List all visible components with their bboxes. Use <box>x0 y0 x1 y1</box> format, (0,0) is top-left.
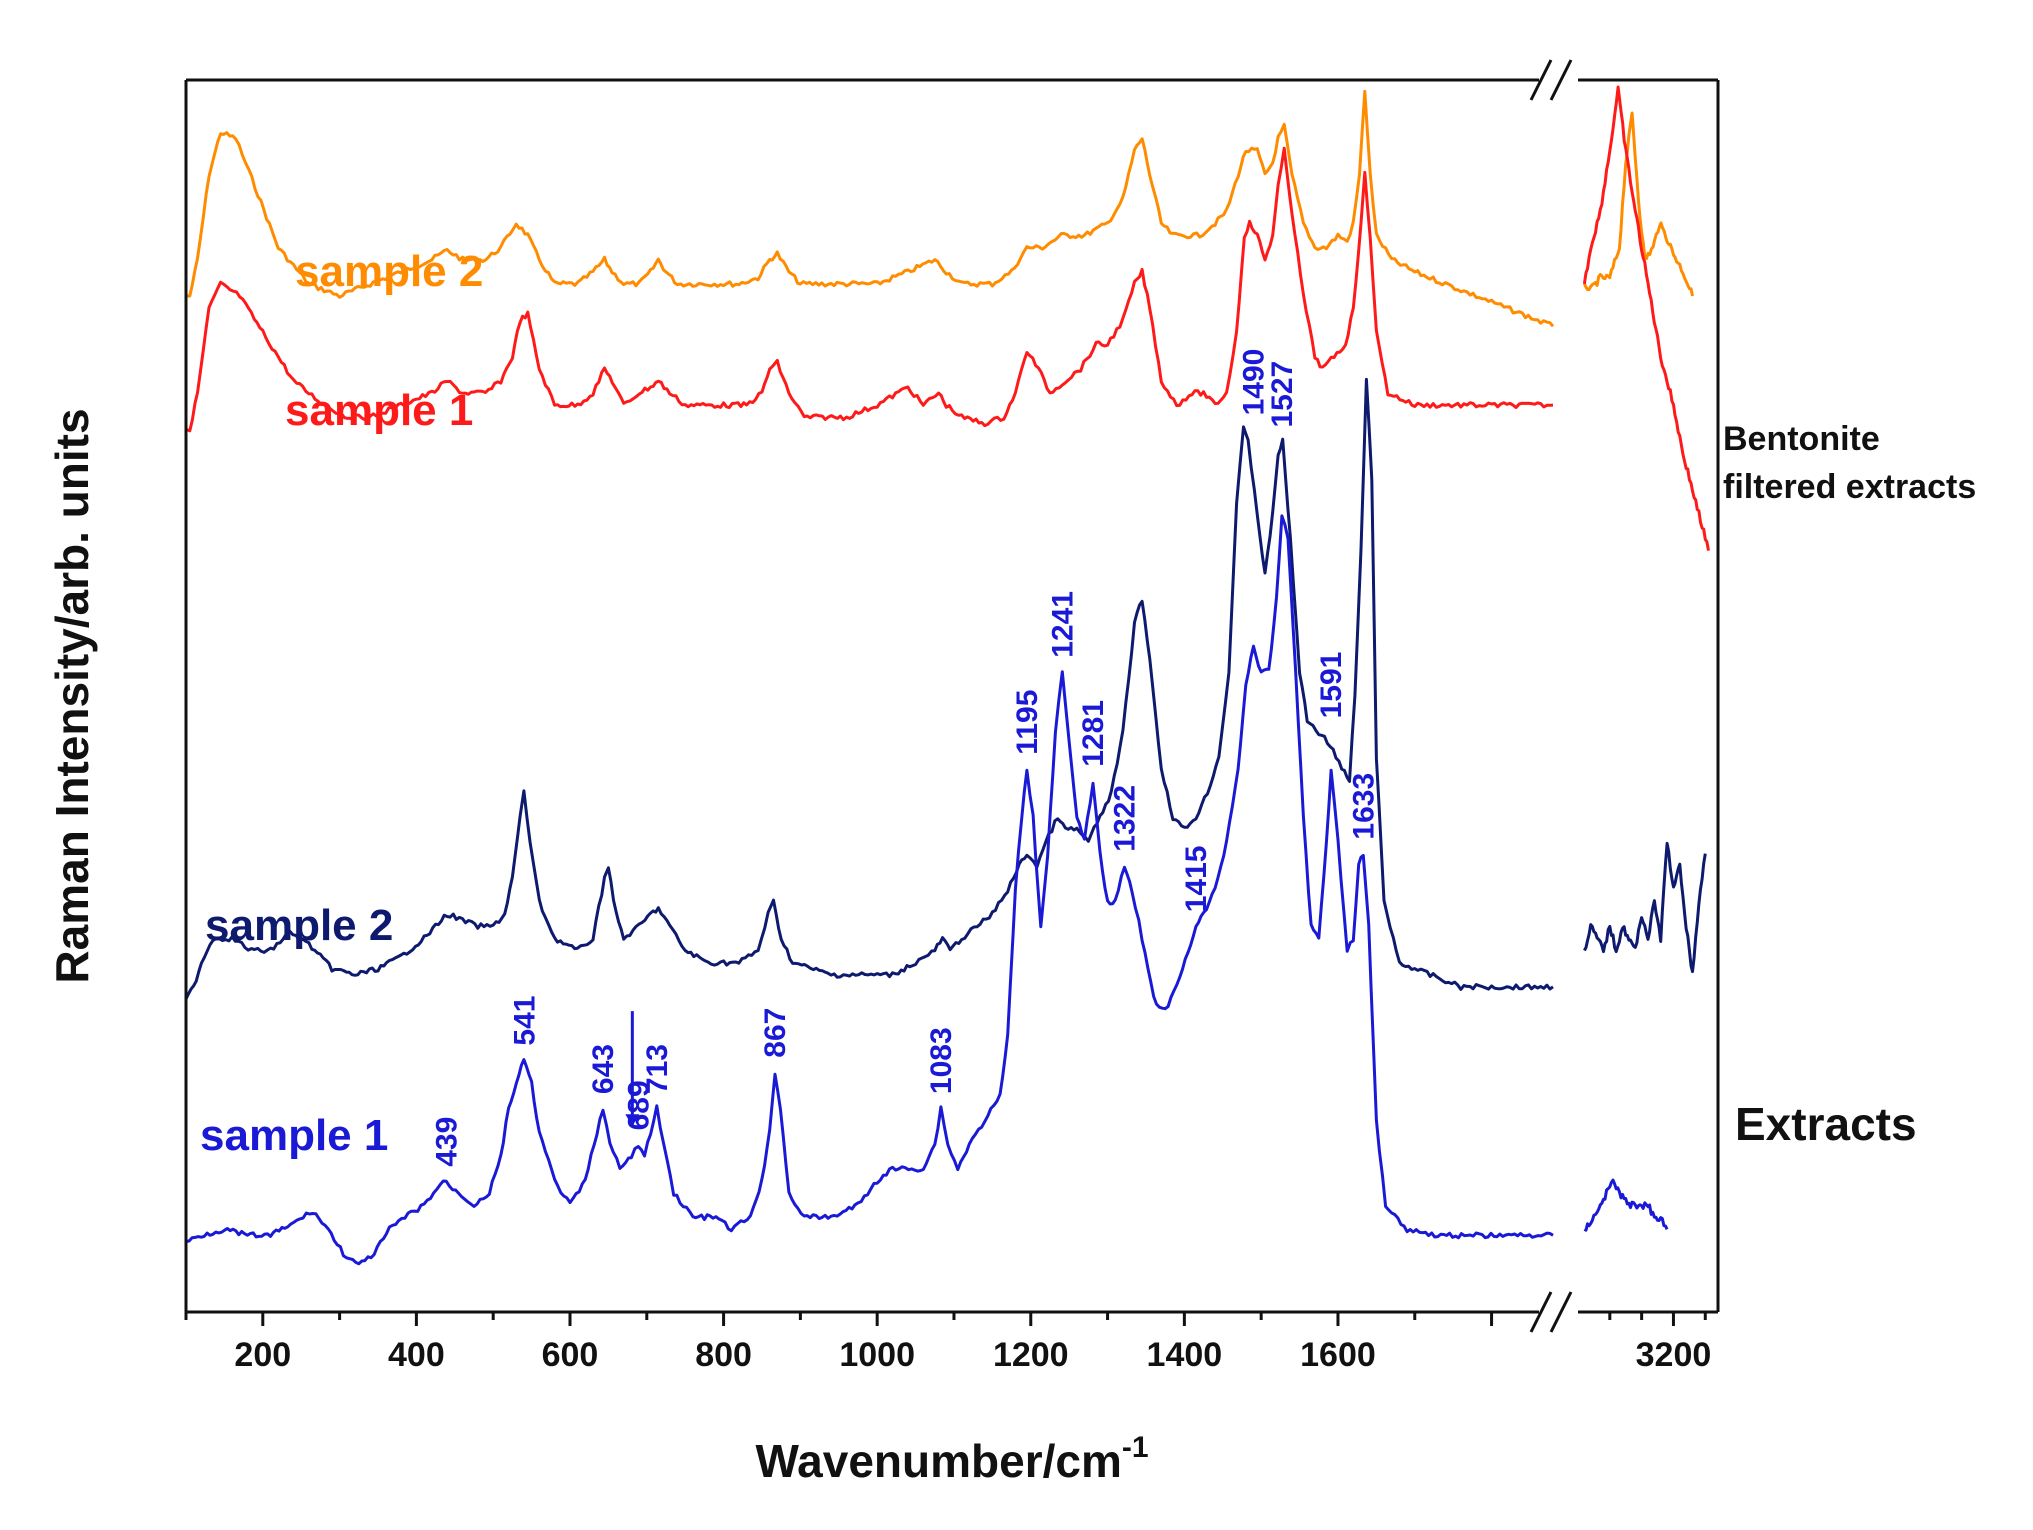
extract-sample-2-line <box>184 377 1554 1000</box>
extract-sample-1-label: sample 1 <box>200 1111 388 1160</box>
peak-label-1527: 1527 <box>1266 361 1299 428</box>
group-label-extracts: Extracts <box>1735 1098 1917 1150</box>
peak-label-1415: 1415 <box>1180 846 1213 913</box>
peak-label-1322: 1322 <box>1109 785 1142 852</box>
peak-label-1281: 1281 <box>1077 700 1110 767</box>
peak-label-1633: 1633 <box>1347 773 1380 840</box>
peak-label-1490: 1490 <box>1238 349 1271 416</box>
bentonite-sample-2-label: sample 2 <box>295 247 483 296</box>
extract-sample-1-line-break <box>1583 1178 1669 1232</box>
peak-label-439: 439 <box>430 1117 463 1167</box>
axis-break-slash <box>1549 1291 1573 1333</box>
peak-label-1195: 1195 <box>1011 690 1044 755</box>
x-axis-title: Wavenumber/cm-1 <box>755 1431 1148 1487</box>
axis-break-slash <box>1549 59 1573 101</box>
bentonite-sample-2-line <box>186 89 1555 328</box>
axis-break-gap <box>1541 1290 1576 1334</box>
x-axis-title-superscript: -1 <box>1122 1431 1149 1464</box>
peak-label-1083: 1083 <box>925 1027 958 1094</box>
extract-sample-1-line <box>185 514 1554 1266</box>
group-label-bentonite: Bentonite <box>1723 420 1880 458</box>
peak-label-1591: 1591 <box>1315 652 1348 719</box>
x-tick-label: 1400 <box>1147 1336 1223 1374</box>
bentonite-sample-1-line-break <box>1582 85 1710 551</box>
extract-sample-2-line-break <box>1583 841 1707 974</box>
bentonite-sample-1-label: sample 1 <box>285 386 473 435</box>
x-axis-break-mark <box>1529 1290 1576 1334</box>
axis-break-gap <box>1541 58 1576 102</box>
x-tick-label: 1600 <box>1300 1336 1376 1374</box>
axis-break-slash <box>1529 59 1553 101</box>
x-tick-label: 3200 <box>1636 1336 1712 1374</box>
x-tick-label: 800 <box>695 1336 752 1374</box>
x-tick-label: 400 <box>388 1336 445 1374</box>
y-axis-title: Raman Intensity/arb. units <box>46 408 98 983</box>
peak-label-541: 541 <box>509 996 542 1046</box>
peak-label-1241: 1241 <box>1046 591 1079 658</box>
peak-label-867: 867 <box>759 1008 792 1058</box>
x-tick-label: 1200 <box>993 1336 1069 1374</box>
bentonite-sample-1-line <box>185 146 1554 433</box>
peak-label-713: 713 <box>641 1044 674 1094</box>
peak-label-643: 643 <box>587 1044 620 1094</box>
bentonite-sample-2-line-break <box>1583 111 1694 297</box>
group-label-bentonite-line2: filtered extracts <box>1723 468 1976 506</box>
x-tick-label: 1000 <box>839 1336 915 1374</box>
extract-sample-2-label: sample 2 <box>205 901 393 950</box>
top-axis-break-mark <box>1529 58 1576 102</box>
axis-break-slash <box>1529 1291 1553 1333</box>
peak-689-arrowhead <box>625 1114 640 1127</box>
x-tick-label: 600 <box>542 1336 599 1374</box>
peak-label-689: 689 <box>622 1080 655 1130</box>
x-tick-label: 200 <box>234 1336 291 1374</box>
